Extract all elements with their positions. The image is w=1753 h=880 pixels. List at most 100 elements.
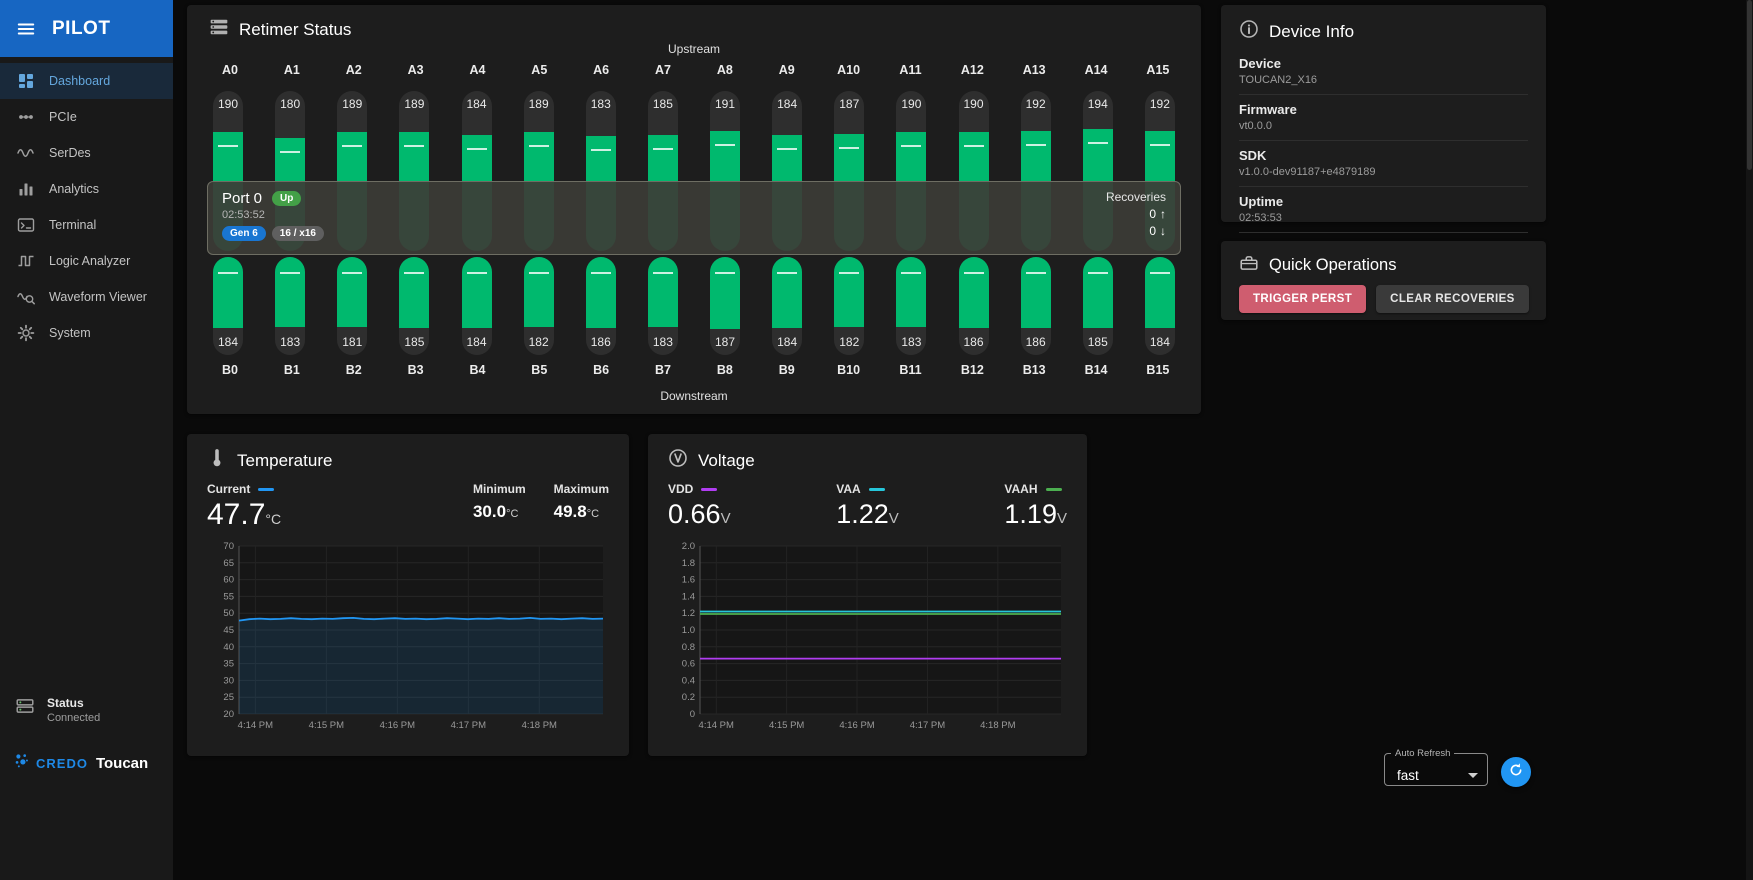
lane-gauge-B13: 186 [1020, 257, 1051, 355]
svg-text:1.8: 1.8 [682, 558, 695, 569]
clear-recoveries-button[interactable]: CLEAR RECOVERIES [1376, 285, 1529, 313]
svg-text:0.2: 0.2 [682, 692, 695, 703]
lane-label-B0: B0 [222, 363, 238, 377]
app-title: PILOT [52, 17, 111, 39]
gear-icon [16, 323, 36, 343]
lane-label-B15: B15 [1146, 363, 1170, 377]
port-name: Port 0 [222, 190, 263, 207]
svg-text:70: 70 [223, 541, 234, 552]
vaa-reading: VAA 1.22V [836, 482, 899, 529]
chevron-down-icon [1468, 773, 1478, 778]
temperature-current-block: Current 47.7°C [207, 482, 282, 531]
svg-text:4:17 PM: 4:17 PM [451, 720, 486, 731]
svg-text:65: 65 [223, 558, 234, 569]
device-value: TOUCAN2_X16 [1239, 74, 1318, 86]
downstream-label: Downstream [660, 389, 728, 403]
sidebar-item-terminal[interactable]: Terminal [0, 207, 173, 243]
info-icon [1239, 19, 1259, 44]
auto-refresh-label: Auto Refresh [1395, 748, 1451, 759]
lane-label-B13: B13 [1022, 363, 1046, 377]
svg-text:55: 55 [223, 591, 234, 602]
vdd-legend-dash [701, 487, 718, 491]
thermometer-icon [207, 448, 227, 473]
trigger-perst-button[interactable]: TRIGGER PERST [1239, 285, 1367, 313]
sidebar-item-pcie[interactable]: PCIe [0, 99, 173, 135]
svg-text:0.4: 0.4 [682, 675, 695, 686]
lane-label-A5: A5 [531, 63, 548, 77]
svg-text:4:15 PM: 4:15 PM [309, 720, 344, 731]
lane-label-B7: B7 [655, 363, 671, 377]
lane-gauge-B10: 182 [834, 257, 865, 355]
lane-label-B4: B4 [469, 363, 486, 377]
svg-text:4:16 PM: 4:16 PM [380, 720, 415, 731]
lane-gauge-B1: 183 [275, 257, 306, 355]
status-value: Connected [47, 712, 101, 724]
lane-label-B2: B2 [345, 363, 362, 377]
port-uptime: 02:53:52 [222, 209, 265, 221]
sidebar-item-serdes[interactable]: SerDes [0, 135, 173, 171]
lane-label-B1: B1 [283, 363, 300, 377]
refresh-button[interactable] [1501, 757, 1531, 787]
lane-label-A15: A15 [1146, 63, 1170, 77]
logo-toucan-text: Toucan [95, 755, 149, 772]
analytics-icon [16, 179, 36, 199]
sidebar-item-system[interactable]: System [0, 315, 173, 351]
device-row: Device TOUCAN2_X16 [1239, 49, 1528, 95]
svg-text:1.0: 1.0 [682, 625, 695, 636]
retimer-title: Retimer Status [239, 19, 352, 39]
temperature-min-block: Minimum 30.0°C [472, 482, 526, 521]
retimer-status-card: Retimer Status Upstream A0 A1 A2 A3 A4 A5 A6 A7… [187, 5, 1201, 414]
svg-text:1.2: 1.2 [682, 608, 695, 619]
downstream-lane-labels: B0 B1 B2 B3 B4 B5 B6 B7 B8 B9 B10 B11 B12 B13 B14 B15 [213, 363, 1175, 377]
svg-text:45: 45 [223, 625, 234, 636]
credo-dots-icon [13, 752, 31, 775]
svg-text:4:14 PM: 4:14 PM [699, 720, 734, 731]
lane-label-A12: A12 [960, 63, 984, 77]
uptime-value: 02:53:53 [1239, 212, 1282, 224]
lane-label-A3: A3 [407, 63, 424, 77]
voltage-chart: 2.0 1.8 1.6 1.4 1.2 1.0 0.8 0.6 0.4 0.2 0 4:14 PM 4:… [668, 538, 1067, 734]
vdd-value: 0.66 [668, 499, 721, 529]
scrollbar-thumb[interactable] [1747, 0, 1752, 170]
server-status-icon [15, 696, 35, 716]
vaah-legend-dash [1045, 487, 1062, 491]
svg-text:35: 35 [223, 659, 234, 670]
svg-text:4:18 PM: 4:18 PM [522, 720, 557, 731]
lane-label-B8: B8 [716, 363, 733, 377]
sidebar-item-dashboard[interactable]: Dashboard [0, 63, 173, 99]
vaa-value: 1.22 [836, 499, 889, 529]
sidebar-item-analytics[interactable]: Analytics [0, 171, 173, 207]
temperature-title: Temperature [237, 450, 333, 470]
svg-text:1.6: 1.6 [682, 575, 695, 586]
lane-gauge-B5: 182 [523, 257, 554, 355]
sdk-value: v1.0.0-dev91187+e4879189 [1239, 166, 1376, 178]
svg-text:4:18 PM: 4:18 PM [980, 720, 1015, 731]
lane-gauge-B6: 186 [585, 257, 616, 355]
device-info-title: Device Info [1269, 21, 1355, 41]
lane-label-A8: A8 [716, 63, 733, 77]
svg-text:2.0: 2.0 [682, 541, 695, 552]
toolbox-icon [1239, 253, 1259, 278]
menu-icon[interactable] [14, 17, 38, 41]
upstream-lane-labels: A0 A1 A2 A3 A4 A5 A6 A7 A8 A9 A10 A11 A12 A13 A14 A15 [213, 63, 1175, 77]
svg-text:50: 50 [223, 608, 234, 619]
sidebar-item-waveform-viewer[interactable]: Waveform Viewer [0, 279, 173, 315]
sidebar-nav: Dashboard PCIe SerDes Analytics Terminal Logi… [0, 57, 173, 351]
lane-gauge-B11: 183 [896, 257, 927, 355]
sidebar-item-logic-analyzer[interactable]: Logic Analyzer [0, 243, 173, 279]
current-label: Current [207, 482, 251, 496]
temperature-card: Temperature Current 47.7°C Minimum 30.0°… [187, 434, 629, 756]
voltage-icon [668, 448, 688, 473]
port-status-panel[interactable]: Port 0 Up 02:53:52 Gen 6 16 / x16 Recove… [207, 181, 1181, 255]
svg-text:4:16 PM: 4:16 PM [839, 720, 874, 731]
lane-label-A14: A14 [1084, 63, 1108, 77]
current-value: 47.7 [207, 498, 266, 531]
svg-text:4:15 PM: 4:15 PM [769, 720, 804, 731]
svg-text:60: 60 [223, 575, 234, 586]
auto-refresh-select[interactable]: Auto Refresh fast [1384, 748, 1488, 786]
lane-label-B10: B10 [837, 363, 861, 377]
svg-text:40: 40 [223, 642, 234, 653]
scrollbar[interactable] [1746, 0, 1753, 880]
terminal-icon [16, 215, 36, 235]
lane-gauge-B3: 185 [399, 257, 430, 355]
